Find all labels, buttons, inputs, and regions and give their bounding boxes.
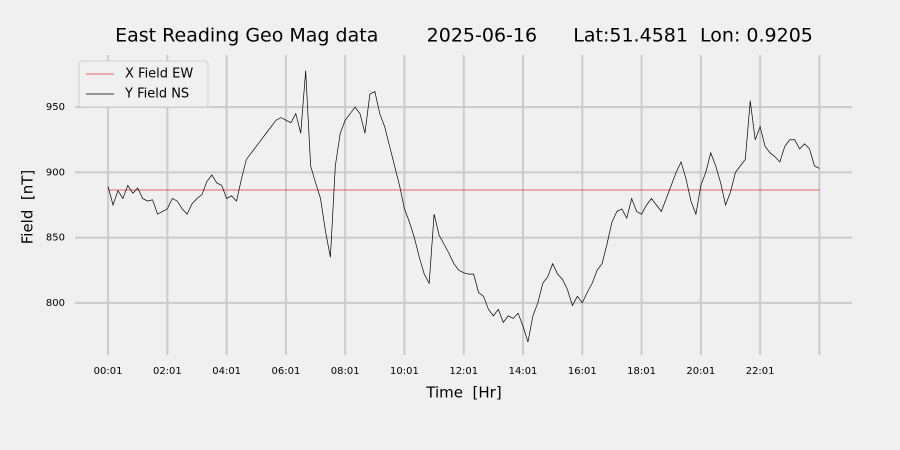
y-tick-label: 850 [46, 233, 65, 244]
chart-title: East Reading Geo Mag data 2025-06-16 Lat… [115, 25, 813, 47]
data-line [107, 70, 820, 343]
x-axis-label: Time [Hr] [425, 384, 501, 402]
y-tick-label: 900 [46, 167, 65, 178]
y-tick-label: 950 [46, 102, 65, 113]
x-tick-label: 12:01 [449, 366, 478, 377]
x-tick-label: 22:01 [746, 366, 775, 377]
legend-label: Y Field NS [124, 87, 189, 102]
x-tick-label: 14:01 [509, 366, 538, 377]
legend-box [78, 60, 209, 108]
legend-label: X Field EW [125, 67, 193, 82]
x-tick-label: 00:01 [94, 366, 123, 377]
x-tick-label: 06:01 [272, 366, 301, 377]
x-tick-label: 08:01 [331, 366, 360, 377]
x-tick-label: 20:01 [686, 366, 715, 377]
y-axis-label: Field [nT] [19, 170, 37, 245]
x-tick-label: 02:01 [153, 366, 182, 377]
x-tick-label: 18:01 [627, 366, 656, 377]
x-tick-label: 10:01 [390, 366, 419, 377]
x-tick-label: 16:01 [568, 366, 597, 377]
y-tick-label: 800 [46, 298, 65, 309]
x-tick-label: 04:01 [212, 366, 241, 377]
